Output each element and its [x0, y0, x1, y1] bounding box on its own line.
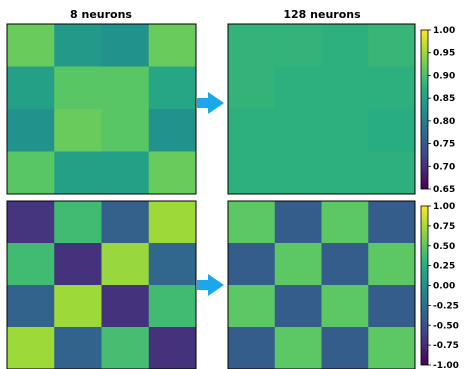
- heatmap-cell: [54, 285, 102, 328]
- heatmap-cell: [321, 24, 369, 67]
- colorbar-tick-label: 0.25: [433, 262, 455, 272]
- colorbar-tick-label: 0.75: [433, 140, 455, 150]
- heatmap-cell: [228, 151, 276, 195]
- heatmap-cell: [101, 285, 150, 328]
- heatmap-cell: [54, 24, 102, 67]
- heatmap-cell: [7, 151, 55, 195]
- colorbar-tick-label: 0.95: [433, 49, 455, 59]
- heatmap-cell: [368, 66, 416, 110]
- heatmap-cell: [54, 66, 102, 110]
- heatmap-cell: [101, 24, 150, 67]
- colorbar-tick-label: 0.90: [433, 71, 455, 81]
- colorbar-tick-label: -0.75: [433, 341, 459, 351]
- heatmap-cell: [321, 151, 369, 195]
- heatmap-128-neurons-top: [227, 23, 416, 195]
- heatmap-cell: [148, 285, 197, 328]
- heatmap-cell: [101, 151, 150, 195]
- arrow-icon-bottom: [197, 274, 224, 296]
- colorbar-tick-label: 0.65: [433, 185, 455, 195]
- heatmap-cell: [148, 66, 197, 110]
- heatmap-cell: [7, 109, 55, 152]
- heatmap-cell: [54, 109, 102, 152]
- heatmap-cell: [274, 151, 322, 195]
- colorbar-gradient: [420, 205, 429, 366]
- heatmap-cell: [148, 201, 197, 244]
- heatmap-cell: [101, 327, 150, 369]
- heatmap-cell: [101, 201, 150, 244]
- heatmap-cell: [7, 201, 55, 244]
- heatmap-cell: [274, 109, 322, 152]
- heatmap-cell: [228, 285, 276, 328]
- colorbar-tick-label: 1.00: [433, 26, 455, 36]
- heatmap-cell: [368, 109, 416, 152]
- heatmap-cell: [101, 66, 150, 110]
- right-panel-title: 128 neurons: [283, 8, 361, 21]
- heatmap-cell: [228, 201, 276, 244]
- heatmap-cell: [321, 201, 369, 244]
- heatmap-cell: [274, 285, 322, 328]
- colorbar-top: 0.65 0.70 0.75 0.80 0.85 0.90 0.95 1.00: [420, 26, 455, 195]
- heatmap-cell: [7, 24, 55, 67]
- heatmap-cell: [321, 285, 369, 328]
- heatmap-cell: [148, 109, 197, 152]
- heatmap-cell: [228, 109, 276, 152]
- colorbar-tick-label: 1.00: [433, 202, 455, 212]
- colorbar-tick-label: -0.25: [433, 301, 459, 311]
- heatmap-8-neurons-top: [6, 23, 197, 195]
- colorbar-tick-label: 0.75: [433, 222, 455, 232]
- heatmap-cell: [7, 66, 55, 110]
- heatmap-cell: [274, 66, 322, 110]
- heatmap-cell: [321, 66, 369, 110]
- heatmap-cell: [54, 151, 102, 195]
- colorbar-tick-label: 0.85: [433, 94, 455, 104]
- heatmap-cell: [321, 327, 369, 369]
- heatmap-8-neurons-bottom: [6, 200, 197, 369]
- heatmap-cell: [7, 285, 55, 328]
- colorbar-gradient: [420, 29, 429, 190]
- heatmap-frame: [227, 200, 416, 369]
- colorbar-tick-label: -1.00: [433, 361, 459, 369]
- heatmap-cell: [228, 243, 276, 286]
- heatmap-cell: [368, 24, 416, 67]
- heatmap-cell: [54, 327, 102, 369]
- heatmap-frame: [6, 23, 197, 195]
- heatmap-cell: [368, 327, 416, 369]
- heatmap-cell: [274, 327, 322, 369]
- heatmap-cell: [274, 24, 322, 67]
- heatmap-cell: [228, 66, 276, 110]
- heatmap-cell: [321, 109, 369, 152]
- heatmap-cell: [148, 151, 197, 195]
- colorbar-tick-label: 0.00: [433, 282, 455, 292]
- colorbar-tick-label: 0.50: [433, 242, 455, 252]
- heatmap-cell: [368, 285, 416, 328]
- heatmap-cell: [228, 327, 276, 369]
- colorbar-tick-label: 0.80: [433, 117, 455, 127]
- heatmap-cell: [7, 327, 55, 369]
- heatmap-frame: [6, 200, 197, 369]
- heatmap-cell: [148, 24, 197, 67]
- heatmap-cell: [274, 243, 322, 286]
- heatmap-cell: [368, 151, 416, 195]
- heatmap-128-neurons-bottom: [227, 200, 416, 369]
- left-panel-title: 8 neurons: [70, 8, 132, 21]
- heatmap-frame: [227, 23, 416, 195]
- heatmap-cell: [54, 201, 102, 244]
- arrow-icon-top: [197, 92, 224, 114]
- heatmap-cell: [368, 243, 416, 286]
- heatmap-cell: [148, 327, 197, 369]
- heatmap-cell: [101, 243, 150, 286]
- heatmap-cell: [54, 243, 102, 286]
- colorbar-bottom: -1.00 -0.75 -0.50 -0.25 0.00 0.25 0.50 0.75 1.00: [420, 202, 459, 369]
- heatmap-cell: [321, 243, 369, 286]
- heatmap-cell: [101, 109, 150, 152]
- colorbar-tick-label: -0.50: [433, 321, 459, 331]
- heatmap-cell: [7, 243, 55, 286]
- colorbar-tick-label: 0.70: [433, 162, 455, 172]
- heatmap-cell: [148, 243, 197, 286]
- heatmap-cell: [274, 201, 322, 244]
- heatmap-cell: [368, 201, 416, 244]
- heatmap-cell: [228, 24, 276, 67]
